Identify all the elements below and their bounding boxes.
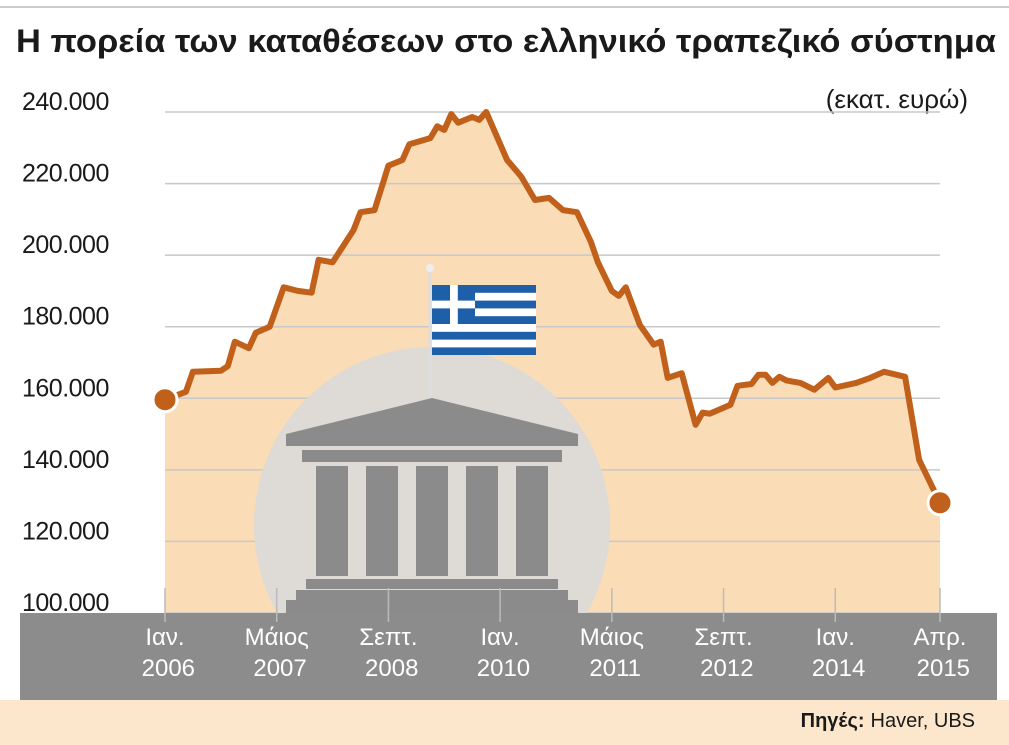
x-tick-label: Ιαν. 2010 — [470, 624, 530, 682]
tick-layer: 100.000 120.000 140.000 160.000 180.000 200.0… — [22, 88, 970, 682]
y-tick-label: 100.000 — [22, 589, 109, 617]
unit-label: (εκατ. ευρώ) — [826, 84, 968, 114]
y-tick-label: 240.000 — [22, 88, 109, 116]
flagpole-top — [426, 264, 434, 272]
x-tick-label: Ιαν. 2014 — [805, 624, 865, 682]
source-text: Haver, UBS — [871, 710, 975, 732]
flag — [432, 285, 536, 355]
y-tick-label: 140.000 — [22, 446, 109, 474]
x-tick-label: Απρ. 2015 — [910, 624, 970, 682]
x-tick-label: Ιαν. 2006 — [135, 624, 195, 682]
chart-title: Η πορεία των καταθέσεων στο ελληνικό τρα… — [16, 23, 996, 59]
source: Πηγές: Haver, UBS — [801, 710, 975, 732]
y-tick-label: 220.000 — [22, 160, 109, 188]
x-tick-label: Σεπτ. 2012 — [694, 624, 754, 682]
top-rule — [0, 6, 1009, 8]
temple — [286, 398, 578, 613]
line — [163, 109, 943, 505]
y-tick-label: 160.000 — [22, 374, 109, 402]
x-axis-band — [20, 613, 997, 700]
line-layer — [151, 109, 954, 517]
y-tick-label: 200.000 — [22, 231, 109, 259]
source-band — [0, 700, 1009, 745]
source-label: Πηγές: — [801, 710, 865, 732]
x-tick-label: Μάιος 2011 — [580, 624, 644, 682]
y-tick-label: 180.000 — [22, 303, 109, 331]
x-tick-label: Μάιος 2007 — [245, 624, 309, 682]
end-point — [926, 489, 954, 517]
x-tick-label: Σεπτ. 2008 — [358, 624, 418, 682]
end-point — [151, 386, 179, 414]
y-tick-label: 120.000 — [22, 517, 109, 545]
